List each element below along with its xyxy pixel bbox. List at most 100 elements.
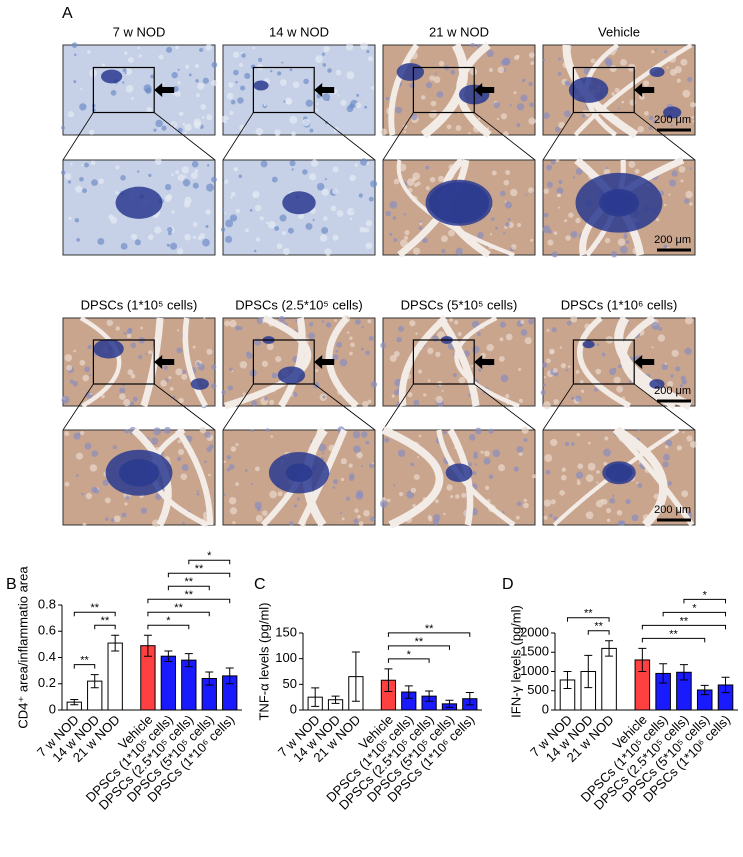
texture bbox=[553, 231, 558, 236]
texture bbox=[360, 42, 368, 50]
texture bbox=[554, 126, 561, 133]
texture bbox=[332, 354, 339, 361]
texture bbox=[511, 244, 517, 250]
texture bbox=[413, 399, 420, 406]
texture bbox=[254, 204, 262, 212]
texture bbox=[276, 243, 283, 250]
texture bbox=[403, 130, 407, 134]
duct bbox=[398, 315, 448, 407]
texture bbox=[676, 445, 683, 451]
duct bbox=[175, 428, 214, 526]
texture bbox=[549, 513, 553, 518]
texture bbox=[163, 365, 168, 370]
islet bbox=[582, 340, 595, 349]
texture bbox=[88, 129, 95, 135]
texture bbox=[259, 216, 264, 221]
texture bbox=[119, 387, 126, 394]
texture bbox=[521, 426, 529, 434]
texture bbox=[559, 346, 563, 349]
texture bbox=[211, 176, 217, 183]
texture bbox=[361, 347, 364, 351]
histology-image bbox=[542, 43, 696, 139]
texture bbox=[302, 169, 308, 175]
texture bbox=[480, 450, 484, 454]
texture bbox=[64, 354, 73, 362]
texture bbox=[315, 55, 323, 63]
texture bbox=[385, 96, 390, 101]
texture bbox=[403, 213, 407, 216]
texture bbox=[357, 514, 361, 519]
texture bbox=[651, 321, 660, 330]
texture bbox=[148, 173, 152, 177]
texture bbox=[305, 222, 313, 230]
texture bbox=[565, 235, 571, 241]
texture bbox=[682, 431, 685, 434]
texture bbox=[461, 492, 467, 498]
texture bbox=[644, 111, 649, 116]
texture bbox=[369, 463, 375, 469]
texture bbox=[176, 329, 180, 332]
arrow bbox=[634, 83, 655, 97]
texture bbox=[665, 439, 673, 447]
texture bbox=[631, 514, 639, 522]
texture bbox=[350, 342, 355, 348]
duct bbox=[576, 315, 632, 409]
texture bbox=[419, 222, 423, 226]
texture bbox=[255, 514, 263, 522]
significance-bracket bbox=[662, 611, 727, 617]
texture bbox=[241, 53, 246, 58]
texture bbox=[89, 464, 98, 472]
texture bbox=[443, 430, 447, 435]
duct bbox=[454, 316, 520, 409]
error-bar bbox=[584, 654, 593, 689]
texture bbox=[84, 162, 89, 168]
significance-bracket bbox=[641, 637, 706, 643]
texture bbox=[177, 127, 183, 133]
texture bbox=[625, 498, 631, 505]
texture bbox=[628, 160, 636, 168]
texture bbox=[420, 95, 426, 100]
texture bbox=[337, 94, 340, 97]
texture bbox=[575, 395, 582, 402]
texture bbox=[496, 117, 500, 121]
texture bbox=[365, 220, 373, 227]
texture bbox=[365, 440, 370, 445]
histology-image bbox=[379, 426, 537, 529]
texture bbox=[184, 233, 191, 241]
texture bbox=[348, 463, 353, 468]
error-bar bbox=[384, 668, 393, 693]
bar bbox=[601, 647, 617, 711]
texture bbox=[124, 429, 129, 434]
texture bbox=[601, 498, 608, 505]
texture bbox=[689, 440, 697, 448]
error-bar bbox=[111, 634, 120, 652]
texture bbox=[621, 100, 625, 104]
texture bbox=[322, 93, 331, 101]
texture bbox=[256, 317, 264, 324]
y-axis-title: TNF-α levels (pg/ml) bbox=[256, 602, 271, 720]
texture bbox=[384, 437, 390, 443]
texture bbox=[394, 389, 400, 396]
texture bbox=[233, 166, 239, 172]
arrow bbox=[154, 83, 175, 97]
texture bbox=[211, 364, 217, 370]
texture bbox=[528, 318, 535, 325]
texture bbox=[484, 485, 490, 491]
texture bbox=[547, 239, 554, 246]
texture bbox=[575, 167, 583, 175]
texture bbox=[251, 400, 258, 407]
texture bbox=[308, 332, 316, 340]
significance-label: ** bbox=[425, 623, 434, 635]
error-bar bbox=[90, 674, 99, 689]
texture bbox=[523, 502, 529, 509]
texture bbox=[175, 368, 183, 376]
texture bbox=[182, 521, 185, 525]
texture bbox=[427, 515, 432, 520]
texture bbox=[418, 226, 423, 230]
texture bbox=[440, 235, 448, 243]
significance-label: ** bbox=[185, 576, 194, 588]
texture bbox=[270, 435, 274, 438]
texture bbox=[199, 426, 207, 434]
texture bbox=[223, 460, 226, 464]
texture bbox=[166, 46, 173, 53]
